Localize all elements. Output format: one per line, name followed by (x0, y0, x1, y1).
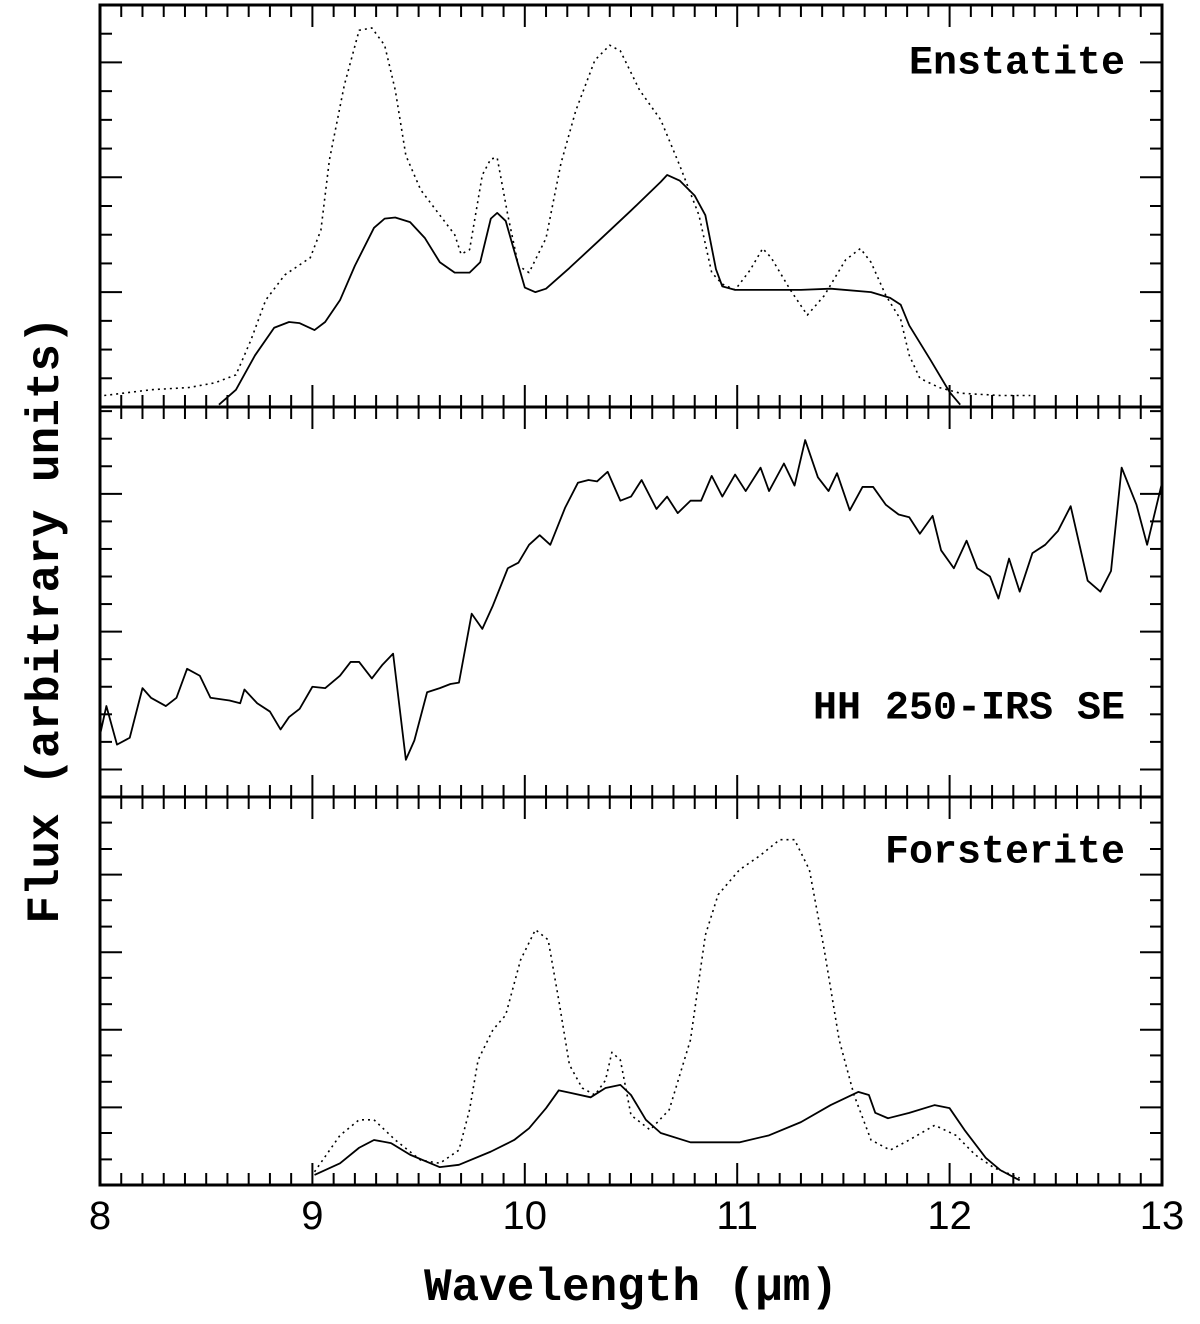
solid-line (99, 439, 1163, 761)
solid-line (314, 1084, 1021, 1182)
dotted-line (104, 27, 1031, 397)
x-tick-label: 11 (716, 1194, 758, 1238)
x-tick-label: 10 (503, 1194, 548, 1238)
panel-label: Enstatite (909, 42, 1125, 87)
panel-label: HH 250-IRS SE (813, 687, 1125, 732)
x-tick-label: 13 (1140, 1194, 1185, 1238)
x-tick-label: 9 (301, 1194, 323, 1238)
solid-line (218, 174, 961, 406)
y-axis-label: Flux (arbitrary units) (20, 316, 72, 923)
x-tick-label: 12 (927, 1194, 972, 1238)
x-axis-label: Wavelength (μm) (424, 1262, 838, 1314)
x-tick-label: 8 (89, 1194, 111, 1238)
panel-label: Forsterite (885, 831, 1125, 876)
panel-frame (98, 795, 1164, 1187)
